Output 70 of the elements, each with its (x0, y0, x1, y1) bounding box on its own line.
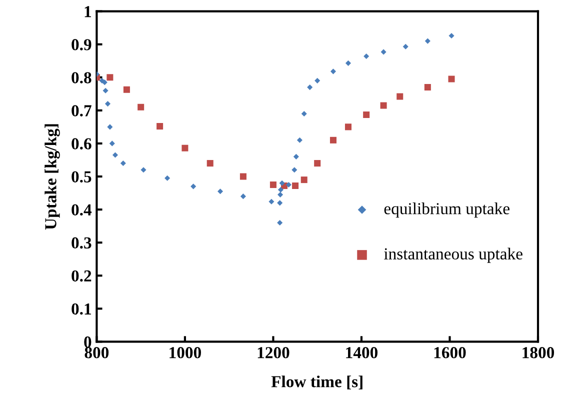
y-tick-label: 0.4 (72, 204, 92, 216)
point (424, 38, 430, 44)
point (402, 44, 408, 50)
point (314, 78, 320, 84)
point (424, 84, 431, 91)
point (107, 124, 113, 130)
x-tick-label: 800 (84, 347, 109, 358)
point (102, 88, 108, 94)
point (156, 123, 164, 130)
point (380, 49, 386, 55)
x-axis-title: Flow time [s] (271, 376, 362, 390)
point (314, 160, 321, 167)
x-tick-label: 1200 (258, 347, 290, 358)
point (300, 176, 308, 184)
point (164, 175, 170, 181)
point (217, 188, 224, 194)
point (112, 152, 118, 158)
point (330, 68, 336, 74)
x-tick-label: 1400 (346, 347, 378, 358)
point (396, 93, 404, 100)
point (277, 220, 283, 226)
point (123, 86, 130, 93)
y-tick-label: 0.1 (72, 303, 91, 315)
point (344, 124, 352, 130)
point (190, 184, 196, 190)
point (120, 160, 126, 166)
point (270, 182, 276, 188)
y-tick-label: 0.7 (72, 105, 92, 116)
point (138, 104, 144, 110)
point (293, 154, 299, 160)
point (279, 180, 285, 186)
point (277, 200, 283, 206)
y-tick-label: 0.2 (72, 270, 92, 282)
y-tick-label: 1 (84, 6, 91, 18)
point (448, 32, 454, 39)
x-tick-label: 1800 (522, 347, 554, 358)
point (109, 140, 115, 146)
y-tick-label: 0.5 (72, 171, 92, 183)
point (364, 53, 370, 60)
y-tick-label: 0.3 (72, 237, 92, 249)
x-tick-label: 1000 (170, 347, 201, 358)
y-tick-label: 0.6 (72, 138, 92, 150)
point (182, 144, 188, 152)
legend-label: instantaneous uptake (384, 248, 522, 263)
point (330, 136, 336, 144)
point (286, 182, 292, 188)
point (240, 194, 246, 200)
point (140, 167, 146, 173)
y-tick-label: 0 (84, 336, 92, 348)
point (307, 84, 313, 90)
y-tick-label: 0.8 (72, 72, 92, 84)
point (292, 182, 299, 190)
point (268, 198, 274, 204)
point (292, 167, 298, 173)
point (106, 74, 114, 81)
point (278, 186, 284, 192)
y-axis-title: Uptake [kg/kg] (44, 124, 60, 230)
point (278, 192, 284, 198)
point (240, 173, 246, 180)
point (448, 76, 455, 82)
legend-label: equilibrium uptake (384, 202, 510, 218)
point (363, 111, 370, 118)
x-tick-label: 1600 (434, 347, 466, 358)
y-tick-label: 0.9 (72, 39, 92, 50)
point (206, 160, 214, 167)
point (380, 102, 387, 109)
point (296, 137, 302, 143)
point (301, 110, 307, 116)
point (104, 101, 111, 107)
point (345, 60, 352, 66)
